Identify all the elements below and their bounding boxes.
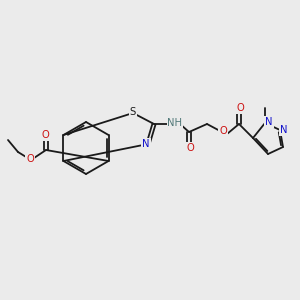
Text: S: S — [130, 107, 136, 117]
Text: N: N — [280, 125, 288, 135]
Text: O: O — [236, 103, 244, 113]
Text: O: O — [186, 143, 194, 153]
Text: NH: NH — [167, 118, 182, 128]
Text: O: O — [26, 154, 34, 164]
Text: O: O — [219, 126, 227, 136]
Text: O: O — [41, 130, 49, 140]
Text: N: N — [265, 117, 273, 127]
Text: N: N — [142, 139, 150, 149]
